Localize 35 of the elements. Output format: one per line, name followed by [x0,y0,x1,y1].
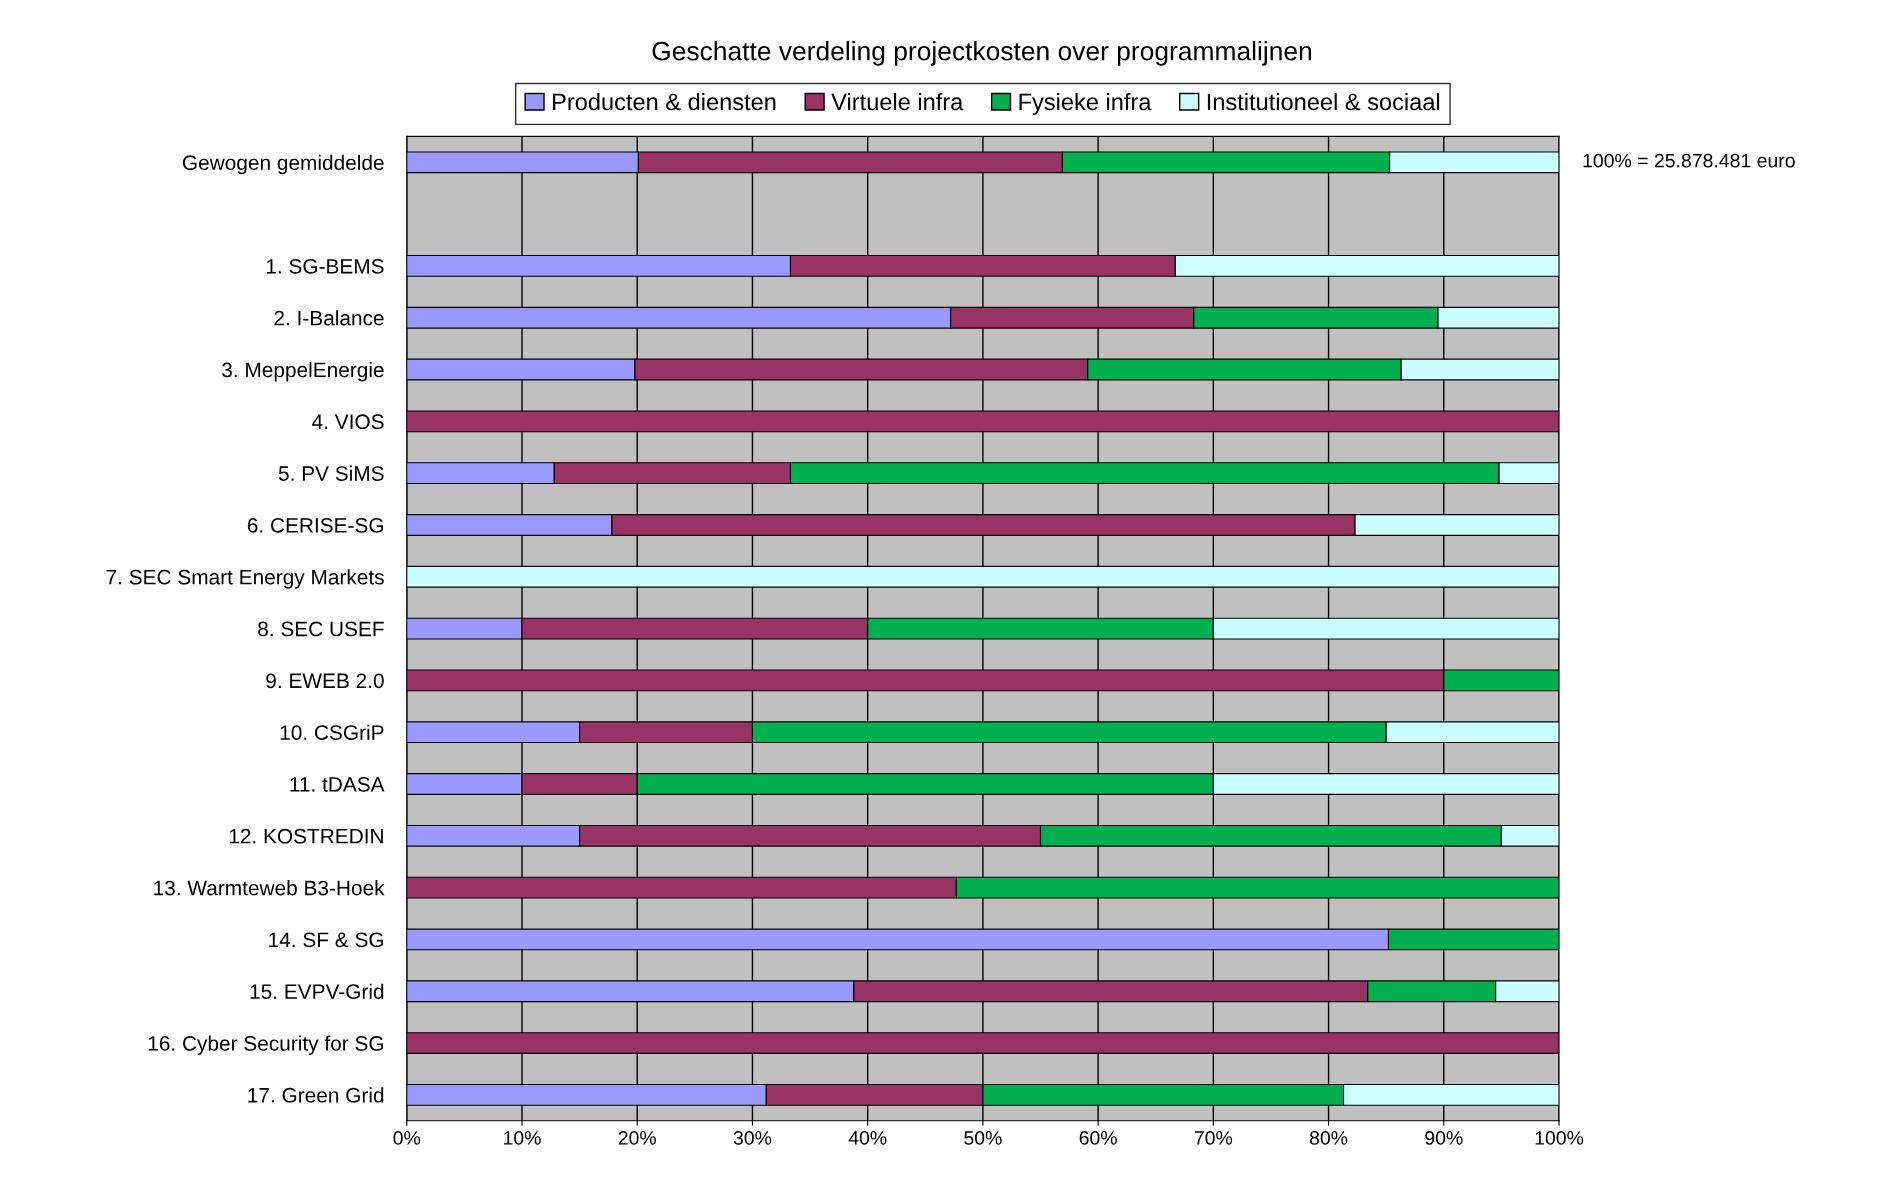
legend-label: Virtuele infra [831,92,964,111]
x-tick-label: 70% [1194,1131,1233,1145]
y-tick-label: 4. VIOS [312,414,384,430]
x-tick-label: 80% [1309,1131,1348,1145]
x-tick-label: 100% [1535,1131,1584,1145]
legend-label: Producten & diensten [553,92,776,111]
x-tick-label: 50% [964,1131,1002,1145]
y-tick-label: 11. tDASA [290,777,385,792]
x-tick-label: 30% [733,1131,772,1145]
y-tick-label: 17. Green Grid [248,1087,384,1103]
chart-title: Geschatte verdeling projectkosten over programmalijnen [652,41,1312,66]
y-tick-label: 12. KOSTREDIN [229,828,383,844]
x-tick-label: 10% [504,1131,541,1145]
y-tick-label: 5. PV SiMS [278,465,384,481]
y-tick-label: 6. CERISE-SG [247,517,383,533]
x-tick-label: 20% [618,1131,656,1145]
x-tick-label: 90% [1425,1131,1463,1145]
x-tick-label: 0% [393,1131,421,1145]
y-tick-label: 1. SG-BEMS [266,258,384,274]
legend-label: Fysieke infra [1019,92,1152,115]
y-tick-label: 16. Cyber Security for SG [148,1035,384,1055]
y-tick-label: Gewogen gemiddelde [182,154,384,175]
y-tick-label: 9. EWEB 2.0 [266,673,384,689]
y-tick-label: 7. SEC Smart Energy Markets [106,569,384,589]
y-tick-label: 15. EVPV-Grid [250,983,384,999]
y-tick-label: 14. SF & SG [269,932,383,948]
x-tick-label: 60% [1079,1131,1117,1145]
text: 100% = 25.878.481 euro [1583,153,1795,168]
y-tick-label: 3. MeppelEnergie [222,361,384,382]
x-tick-label: 40% [848,1131,887,1145]
legend-label: Institutioneel & sociaal [1207,92,1440,111]
y-tick-label: 10. CSGriP [280,724,384,740]
y-tick-label: 13. Warmteweb B3-Hoek [154,880,385,896]
y-tick-label: 8. SEC USEF [258,621,384,637]
y-tick-label: 2. I-Balance [274,310,384,326]
